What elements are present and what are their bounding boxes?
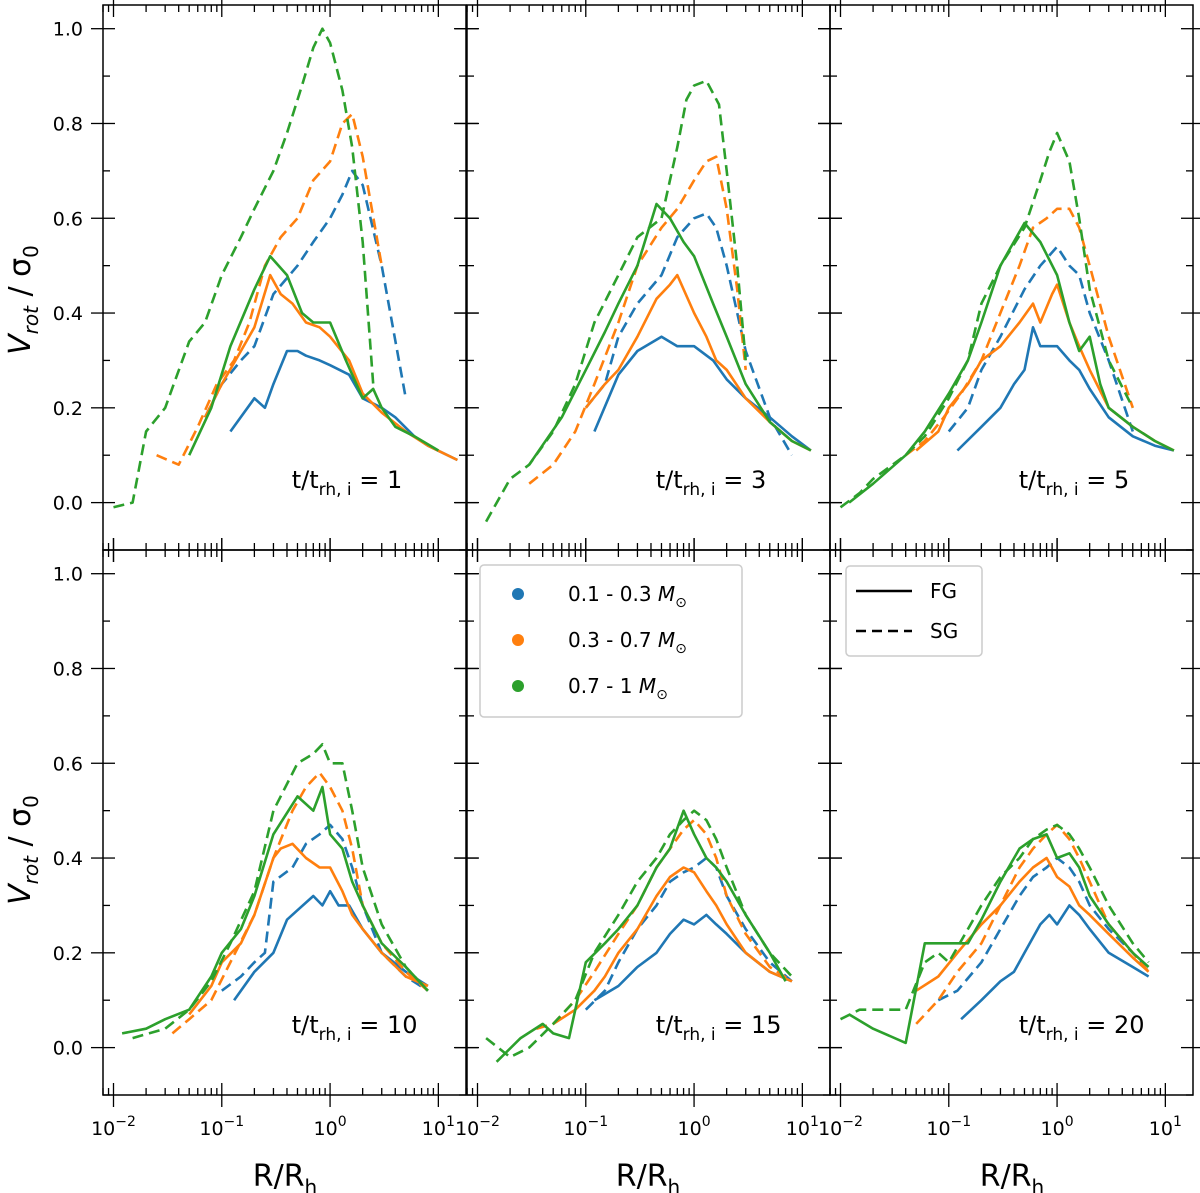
- x-tick-label: 100: [678, 1114, 711, 1140]
- panel-6: 10−2 10−1 100 101 t/trh, i = 20: [818, 538, 1200, 1140]
- x-tick-label: 10−2: [818, 1114, 863, 1140]
- y-tick-label: 0.6: [53, 753, 83, 775]
- series-blue-sg: [584, 212, 794, 456]
- panel-series-group: [113, 27, 458, 509]
- series-green-fg: [188, 254, 440, 456]
- x-tick-label: 100: [314, 1114, 347, 1140]
- series-orange-sg: [904, 207, 1135, 457]
- y-tick-label: 0.8: [53, 113, 83, 135]
- panel-frame: [466, 4, 831, 551]
- panel-4: 0.0 0.2 0.4 0.6 0.8 1.0 10−2 10−1 100 101 t/trh, i…: [53, 538, 478, 1140]
- panel-frame: [102, 549, 467, 1096]
- series-orange-fg: [203, 273, 458, 462]
- panel-1: 0.0 0.2 0.4 0.6 0.8 1.0 t/trh, i = 1: [53, 0, 478, 562]
- panel-series-group: [121, 743, 429, 1040]
- y-axis-label-bottom: Vrot / σ0: [3, 795, 43, 905]
- panel-label: t/trh, i = 1: [292, 466, 403, 500]
- y-tick-label: 0.4: [53, 848, 83, 870]
- legend-label-low-mass: 0.1 - 0.3 M⊙: [568, 582, 687, 611]
- series-blue-sg: [937, 856, 1150, 1002]
- x-tick-label: 10−1: [563, 1114, 608, 1140]
- legend-label-fg: FG: [930, 579, 957, 603]
- series-green-fg: [848, 221, 1175, 504]
- series-blue-sg: [221, 823, 429, 992]
- x-tick-label: 101: [422, 1114, 455, 1140]
- x-tick-label: 10−1: [926, 1114, 971, 1140]
- x-tick-label: 101: [1149, 1114, 1182, 1140]
- series-green-fg: [528, 202, 812, 466]
- series-orange-sg: [156, 112, 383, 466]
- series-green-sg: [839, 131, 1134, 509]
- series-orange-sg: [171, 771, 429, 1035]
- series-green-sg: [484, 79, 747, 523]
- x-tick-label: 10−2: [91, 1114, 136, 1140]
- legend-marker-high-mass: [512, 680, 524, 692]
- series-green-fg: [495, 809, 787, 1063]
- series-blue-fg: [960, 904, 1150, 1021]
- series-green-fg: [121, 785, 429, 1035]
- series-green-sg: [485, 809, 793, 1059]
- panel-3: t/trh, i = 5: [818, 0, 1200, 562]
- x-tick-label: 10−2: [455, 1114, 500, 1140]
- y-tick-label: 0.4: [53, 303, 83, 325]
- legend-mass-frame: [479, 564, 743, 718]
- x-axis-label-3: R/Rh: [980, 1159, 1044, 1193]
- panel-series-group: [839, 131, 1175, 509]
- y-tick-label: 1.0: [53, 19, 83, 41]
- panel-label: t/trh, i = 10: [292, 1011, 418, 1045]
- series-blue-fg: [233, 889, 429, 1001]
- panel-series-group: [485, 809, 793, 1063]
- y-tick-label: 1.0: [53, 564, 83, 586]
- series-blue-sg: [947, 245, 1135, 433]
- series-orange-fg: [584, 273, 812, 452]
- y-tick-label: 0.2: [53, 398, 83, 420]
- series-blue-fg: [593, 335, 812, 452]
- legend-mass: 0.1 - 0.3 M⊙ 0.3 - 0.7 M⊙ 0.7 - 1 M⊙: [479, 564, 743, 718]
- series-blue-fg: [229, 349, 458, 462]
- series-orange-fg: [552, 866, 793, 1025]
- panel-frame: [829, 4, 1194, 551]
- series-orange-sg: [915, 823, 1150, 1025]
- x-tick-label: 101: [786, 1114, 819, 1140]
- panel-series-group: [839, 823, 1150, 1045]
- legend-marker-mid-mass: [512, 634, 524, 646]
- panel-label: t/trh, i = 20: [1019, 1011, 1145, 1045]
- legend-style-frame: [845, 565, 983, 657]
- y-tick-label: 0.8: [53, 658, 83, 680]
- x-tick-label: 100: [1041, 1114, 1074, 1140]
- panel-label: t/trh, i = 5: [1019, 466, 1130, 500]
- y-tick-label: 0.0: [53, 493, 83, 515]
- y-tick-label: 0.6: [53, 208, 83, 230]
- series-green-sg: [132, 743, 429, 1040]
- series-green-sg: [839, 823, 1150, 1021]
- legend-label-sg: SG: [930, 619, 958, 643]
- panel-label: t/trh, i = 15: [656, 1011, 782, 1045]
- legend-marker-low-mass: [512, 588, 524, 600]
- panel-frame: [829, 549, 1194, 1096]
- series-blue-fg: [956, 326, 1175, 452]
- series-blue-sg: [203, 169, 408, 418]
- legend-label-mid-mass: 0.3 - 0.7 M⊙: [568, 628, 687, 657]
- series-orange-sg: [528, 155, 747, 485]
- x-axis-label-2: R/Rh: [616, 1159, 680, 1193]
- y-tick-label: 0.2: [53, 943, 83, 965]
- series-orange-fg: [188, 842, 429, 1016]
- legend-style: FG SG: [845, 565, 983, 657]
- y-tick-label: 0.0: [53, 1038, 83, 1060]
- panel-grid: 0.0 0.2 0.4 0.6 0.8 1.0 t/trh, i = 1 t/trh, i =…: [53, 0, 1200, 1140]
- x-tick-label: 10−1: [199, 1114, 244, 1140]
- y-axis-label-top: Vrot / σ0: [3, 245, 43, 355]
- series-green-sg: [113, 27, 375, 509]
- panel-frame: [102, 4, 467, 551]
- series-green-fg: [848, 833, 1150, 1045]
- legend-label-high-mass: 0.7 - 1 M⊙: [568, 674, 668, 703]
- x-axis-label-1: R/Rh: [253, 1159, 317, 1193]
- panel-series-group: [484, 79, 812, 523]
- series-orange-sg: [536, 818, 793, 1030]
- panel-2: t/trh, i = 3: [455, 0, 842, 562]
- panel-label: t/trh, i = 3: [656, 466, 767, 500]
